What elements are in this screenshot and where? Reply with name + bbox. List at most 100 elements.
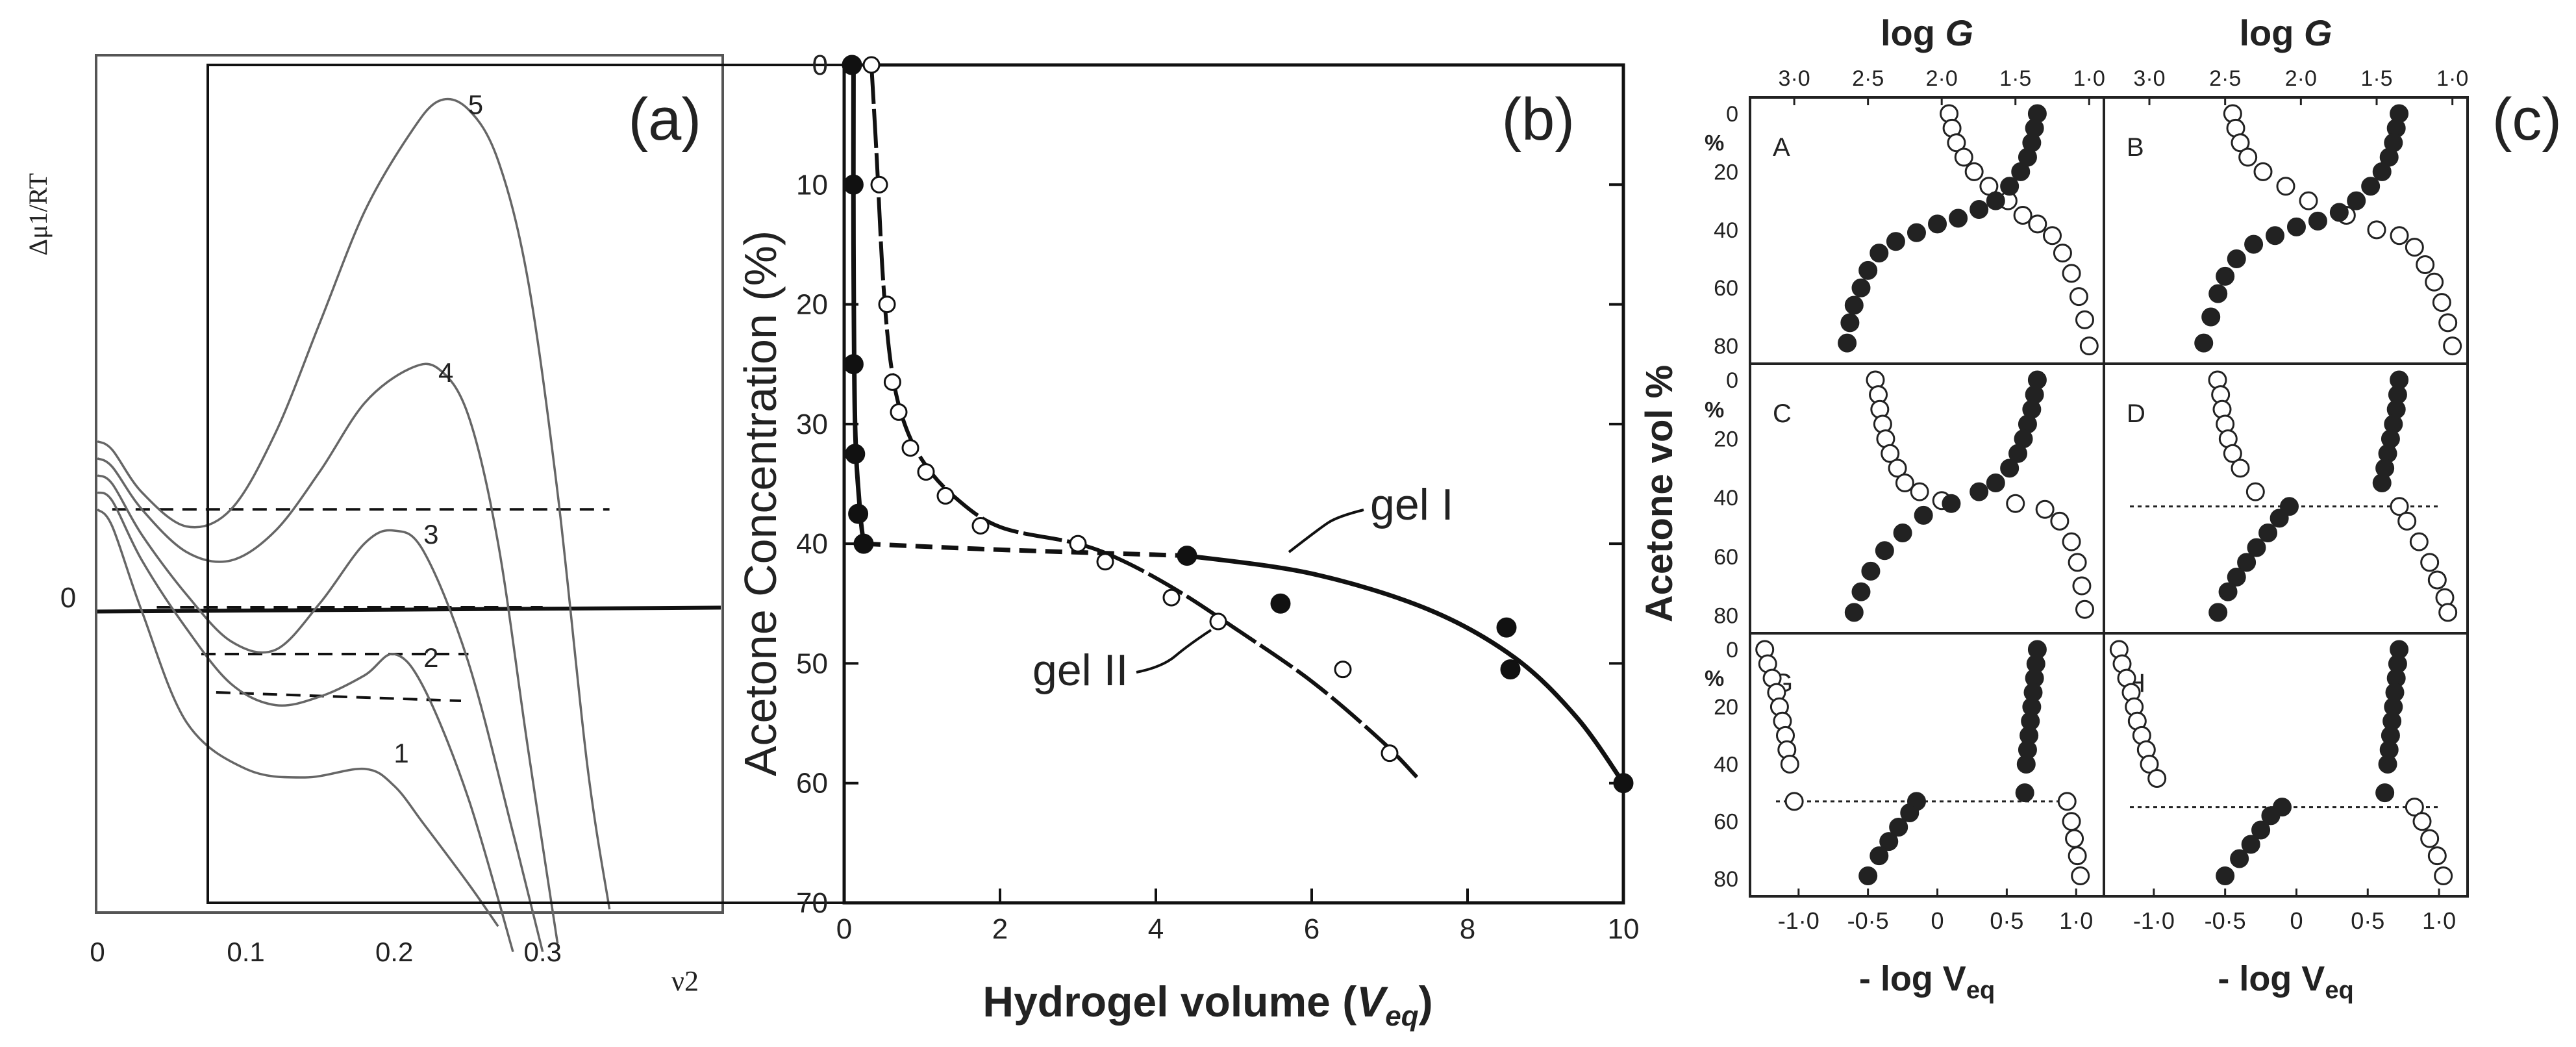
panel-a-ytick-0: 0 <box>60 582 76 614</box>
panel-c-point-filled <box>2361 177 2381 196</box>
panel-c-point-open <box>2276 177 2295 196</box>
panel-c-point-open <box>2043 226 2062 246</box>
panel-c-point-filled <box>1942 494 1961 513</box>
panel-c-point-filled <box>1869 244 1889 263</box>
panel-c-point-filled <box>1861 561 1881 581</box>
panel-b-ytick-label: 10 <box>796 169 828 201</box>
panel-c-ytick: 60 <box>1714 545 1738 570</box>
panel-c-point-open <box>1888 459 1907 478</box>
panel-c-point-filled <box>1986 191 2005 210</box>
panel-c-point-filled <box>2216 266 2235 286</box>
panel-c-point-filled <box>1858 260 1878 280</box>
panel-c-ytick: 40 <box>1714 218 1738 243</box>
panel-a-xtick: 0.1 <box>227 937 264 967</box>
panel-c-bottom-axis-label: - log Veq <box>2218 959 2353 1004</box>
panel-c-point-filled <box>1893 524 1912 543</box>
panel-c-point-filled <box>1844 603 1864 622</box>
panel-c-point-filled <box>1889 818 1908 837</box>
panel-c-bottom-axis-label: - log Veq <box>1859 959 1995 1004</box>
panel-c-top-axis-label: log G <box>1881 12 1973 53</box>
panel-b-xlabel: Hydrogel volume (Veq) <box>982 978 1432 1032</box>
panel-c-subplots: log G - log Veq 3·0 2·5 2·0 1·5 1·0 -1·0 -0·5 0 0·… <box>1705 12 2469 1004</box>
panel-c-point-filled <box>1840 313 1860 333</box>
annotation-gel-II: gel II <box>1032 646 1128 695</box>
panel-c-point-open <box>2397 511 2417 531</box>
panel-b-plot-area <box>842 63 1625 905</box>
panel-c-point-open <box>2053 244 2072 263</box>
panel-c-point-filled <box>2015 783 2034 803</box>
panel-c-point-open <box>2075 310 2094 329</box>
panel-c-point-filled <box>1875 541 1894 561</box>
panel-c-point-open <box>2405 798 2424 817</box>
panel-c-point-open <box>2412 812 2432 831</box>
panel-c-bottom-tick: 0 <box>2290 907 2303 934</box>
panel-c-bottom-tick: -1·0 <box>1778 907 1819 934</box>
panel-c-point-open <box>2028 214 2047 234</box>
panel-c-point-filled <box>1928 214 1947 234</box>
panel-b-point-filled <box>1270 593 1291 614</box>
panel-c-bottom-tick: -1·0 <box>2133 907 2175 934</box>
panel-c-point-open <box>2062 264 2081 283</box>
panel-c-point-filled <box>2016 754 2036 774</box>
panel-b-point-open <box>1209 612 1227 631</box>
panel-c-point-filled <box>2241 835 2260 854</box>
panel-b-point-open <box>1381 744 1399 763</box>
panel-c-subplot-frame <box>2103 96 2469 365</box>
annotation-arrow-gel-II <box>1136 629 1212 674</box>
panel-b-point-filled <box>1500 659 1521 680</box>
panel-a-curve-1 <box>96 508 499 927</box>
panel-c-point-filled <box>2372 473 2392 493</box>
panel-c-point-open <box>2035 499 2055 519</box>
panel-b-curve-gel-I-dashed <box>863 541 1188 559</box>
panel-b-ytick-label: 20 <box>796 289 828 321</box>
panel-b-ytick-label: 60 <box>796 768 828 800</box>
panel-a-label: (a) <box>629 86 701 153</box>
panel-b-point-open <box>870 175 888 194</box>
panel-c-subplot-frame <box>2103 632 2469 898</box>
panel-c-bottom-tick: 0 <box>1931 907 1944 934</box>
panel-c-point-filled <box>2261 806 2281 826</box>
panel-c-point-filled <box>2208 284 2228 303</box>
panel-c-point-open <box>1895 473 1914 493</box>
panel-c-point-filled <box>2011 162 2031 181</box>
panel-c-subplot-label: D <box>2127 399 2145 428</box>
panel-c-subplot-frame <box>1749 632 2105 898</box>
panel-b-point-open <box>1069 535 1087 553</box>
panel-c-point-open <box>1947 133 1966 153</box>
panel-a: (a) Δμ1/RT ν2 0 0 0.1 0.2 0.3 1 2 3 4 5 <box>23 54 724 997</box>
panel-c-point-filled <box>1838 333 1857 353</box>
panel-c-ytick: 20 <box>1714 695 1738 720</box>
panel-b-point-filled <box>1613 773 1634 794</box>
panel-c-y-unit: % <box>1705 397 1724 422</box>
panel-c-y-unit: % <box>1705 131 1724 156</box>
panel-c-point-open <box>2231 459 2250 478</box>
panel-a-curve-3 <box>97 474 544 952</box>
panel-c-ytick: 40 <box>1714 752 1738 777</box>
panel-c-point-filled <box>2216 866 2235 886</box>
panel-a-xlabel: ν2 <box>671 965 699 997</box>
panel-a-tie-lines <box>112 508 610 703</box>
panel-c-point-filled <box>2230 849 2249 868</box>
panel-a-curve-label: 4 <box>438 357 453 388</box>
panel-c-bottom-tick: -0·5 <box>2205 907 2246 934</box>
panel-b-xtick-label: 4 <box>1148 913 1164 945</box>
panel-b-xtick-label: 2 <box>992 913 1008 945</box>
panel-c-point-filled <box>2266 226 2285 246</box>
panel-c-top-tick: 2·5 <box>1852 66 1884 91</box>
panel-c-point-filled <box>2347 191 2366 210</box>
panel-c-point-filled <box>1886 232 1905 251</box>
annotation-gel-I: gel I <box>1370 480 1454 529</box>
panel-b-point-open <box>862 56 881 74</box>
panel-c-point-open <box>2050 511 2070 531</box>
panel-c-point-filled <box>1914 505 1933 525</box>
panel-c-point-filled <box>1851 582 1871 601</box>
panel-c-top-axis-label: log G <box>2239 12 2332 53</box>
panel-c-point-filled <box>2227 567 2246 587</box>
panel-c-point-open <box>2069 287 2088 307</box>
panel-c-point-open <box>2072 576 2092 596</box>
panel-c-point-filled <box>2372 162 2392 181</box>
panel-c-point-open <box>2075 599 2094 619</box>
panel-c-point-filled <box>2375 783 2395 803</box>
panel-c-point-filled <box>2247 538 2266 557</box>
panel-c-point-open <box>2434 866 2453 886</box>
